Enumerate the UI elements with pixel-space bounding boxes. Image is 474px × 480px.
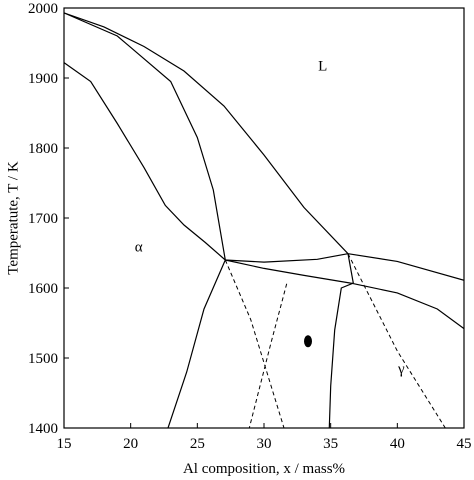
phase-boundary-5: [347, 253, 354, 284]
x-axis-label: Al composition, x / mass%: [183, 461, 345, 477]
data-point-1: [304, 335, 312, 348]
phase-boundary-curves: [64, 12, 464, 428]
x-tick-label: 45: [457, 436, 472, 452]
region-label: γ: [397, 361, 405, 377]
phase-boundary-7: [347, 253, 464, 281]
x-tick-label: 35: [323, 436, 338, 452]
region-label: L: [318, 58, 327, 74]
y-tick-label: 1600: [28, 281, 58, 297]
x-tick-label: 30: [257, 436, 272, 452]
y-tick-label: 1700: [28, 211, 58, 227]
y-tick-label: 1400: [28, 421, 58, 437]
dashed-boundary-13: [347, 253, 446, 428]
x-tick-label: 15: [57, 436, 72, 452]
phase-boundary-8: [350, 282, 464, 330]
x-tick-label: 40: [390, 436, 405, 452]
data-markers: [304, 335, 312, 348]
phase-boundary-10: [328, 282, 354, 428]
axis-ticks: 15 20 25 30 35 40 45 1400 1500 1600 1700 1800 1900 20…: [28, 1, 472, 452]
region-labels: Lα γ: [135, 58, 405, 377]
phase-boundary-9: [167, 259, 226, 428]
phase-boundary-6: [64, 12, 349, 255]
dashed-boundary-12: [248, 283, 288, 428]
region-label: α: [135, 240, 143, 256]
y-axis-label: Temperatute, T / K: [5, 161, 21, 275]
dashed-boundary-11: [224, 259, 285, 428]
phase-boundary-3: [225, 253, 349, 263]
phase-boundary-1: [64, 12, 226, 261]
x-tick-label: 25: [190, 436, 205, 452]
phase-boundary-2: [64, 62, 226, 261]
y-tick-label: 1800: [28, 141, 58, 157]
x-tick-label: 20: [123, 436, 138, 452]
y-tick-label: 1500: [28, 351, 58, 367]
phase-boundary-4: [225, 259, 351, 284]
y-tick-label: 2000: [28, 1, 58, 17]
y-tick-label: 1900: [28, 71, 58, 87]
